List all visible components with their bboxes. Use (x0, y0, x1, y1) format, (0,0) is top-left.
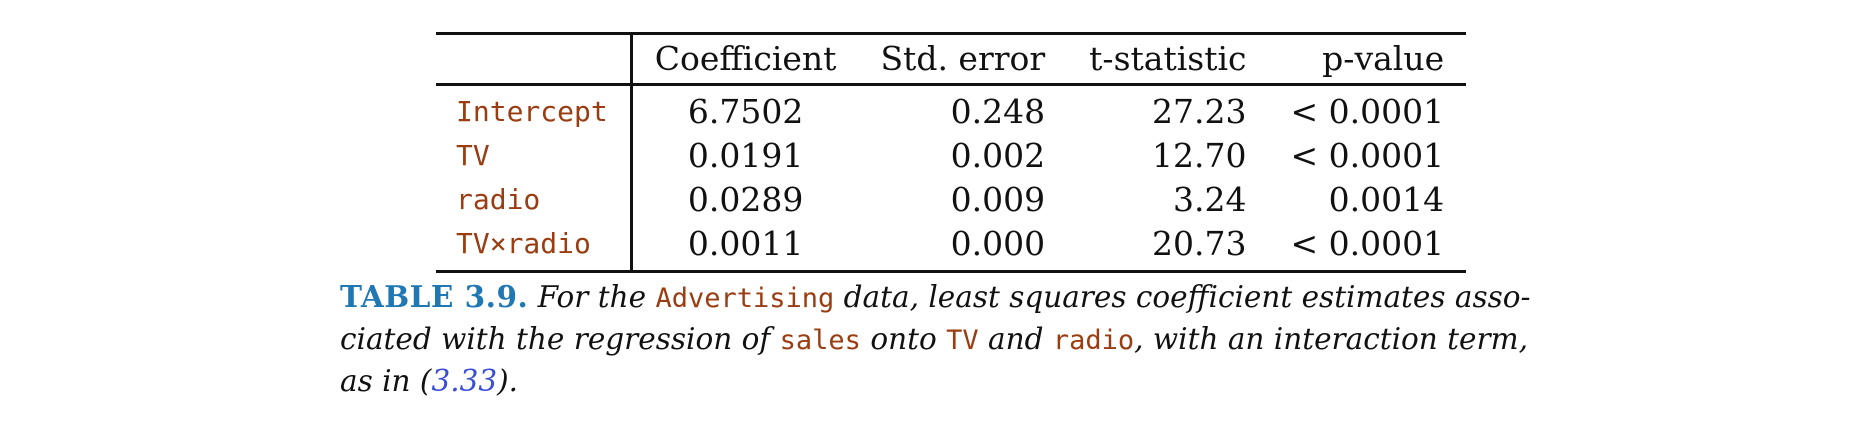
row-label: radio (436, 178, 633, 222)
header-p-value: p-value (1268, 33, 1467, 86)
header-t-statistic: t-statistic (1067, 33, 1269, 86)
std-error-value: 0.000 (950, 224, 1046, 263)
std-error-value: 0.009 (950, 180, 1046, 219)
row-label: TV×radio (436, 222, 633, 272)
table-header-row: Coefficient Std. error t-statistic p-val… (436, 33, 1467, 86)
caption-code-tv: TV (946, 325, 979, 356)
table-row: TV×radio 0.0011 0.000 20.73 < 0.0001 (436, 222, 1466, 272)
header-std-error: Std. error (858, 33, 1068, 86)
caption-text: data, least squares coefficient estimate… (843, 280, 1531, 314)
std-error-value: 0.248 (950, 92, 1046, 131)
caption-label: TABLE 3.9. (340, 279, 529, 314)
row-label: TV (436, 134, 633, 178)
p-value-value: < 0.0001 (1290, 224, 1445, 263)
coefficient-value: 0.0191 (687, 136, 804, 175)
p-value-value: 0.0014 (1328, 180, 1445, 219)
coefficient-value: 0.0289 (687, 180, 804, 219)
table-row: TV 0.0191 0.002 12.70 < 0.0001 (436, 134, 1466, 178)
t-statistic-value: 12.70 (1152, 136, 1247, 175)
coefficient-table: Coefficient Std. error t-statistic p-val… (436, 32, 1467, 273)
p-value-value: < 0.0001 (1290, 92, 1445, 131)
t-statistic-value: 3.24 (1173, 180, 1247, 219)
regression-table: Coefficient Std. error t-statistic p-val… (436, 32, 1467, 273)
table-caption: TABLE 3.9. For the Advertising data, lea… (340, 276, 1540, 402)
t-statistic-value: 20.73 (1152, 224, 1247, 263)
caption-text: as in ( (340, 364, 432, 398)
caption-code-advertising: Advertising (655, 283, 835, 314)
header-empty-cell (436, 33, 633, 86)
t-statistic-value: 27.23 (1152, 92, 1247, 131)
coefficient-value: 0.0011 (687, 224, 804, 263)
caption-text: onto (870, 322, 937, 356)
row-label: Intercept (436, 84, 633, 134)
coefficient-value: 6.7502 (687, 92, 804, 131)
caption-text: For the (537, 280, 647, 314)
header-coefficient: Coefficient (631, 33, 859, 86)
equation-reference-link[interactable]: 3.33 (431, 364, 498, 398)
caption-code-radio: radio (1052, 325, 1135, 356)
caption-text: ). (497, 364, 519, 398)
caption-text: ciated with the regression of (340, 322, 771, 356)
caption-code-sales: sales (779, 325, 861, 356)
table-row: Intercept 6.7502 0.248 27.23 < 0.0001 (436, 84, 1466, 134)
table-row: radio 0.0289 0.009 3.24 0.0014 (436, 178, 1466, 222)
std-error-value: 0.002 (950, 136, 1046, 175)
caption-text: and (988, 322, 1044, 356)
p-value-value: < 0.0001 (1290, 136, 1445, 175)
caption-text: , with an interaction term, (1134, 322, 1528, 356)
